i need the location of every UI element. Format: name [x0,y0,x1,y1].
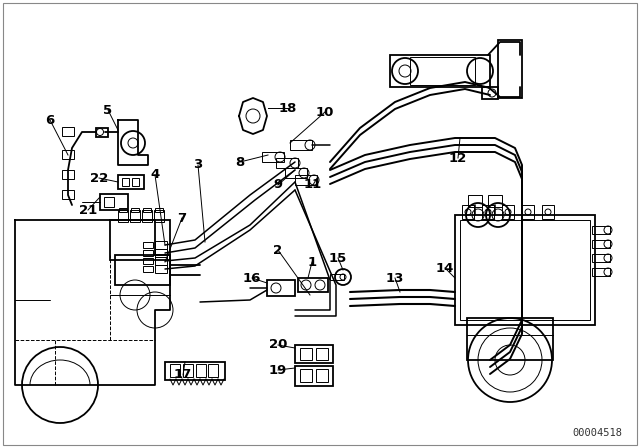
Text: 6: 6 [45,113,54,126]
Text: 13: 13 [386,271,404,284]
Bar [122,178,129,186]
Text: 22: 22 [90,172,108,185]
Bar [330,274,344,280]
Bar [143,250,153,256]
Bar [62,150,74,159]
Bar [316,348,328,360]
Text: 21: 21 [79,203,97,216]
Bar [300,348,312,360]
Bar [143,242,153,248]
Text: 1: 1 [307,255,317,268]
Text: 2: 2 [273,244,283,257]
Bar [390,55,490,87]
Bar [165,362,225,380]
Bar [592,226,610,234]
Bar [155,208,163,212]
Bar [183,364,193,377]
Bar [316,369,328,382]
Bar [142,210,152,222]
Bar [482,205,494,219]
Bar [498,40,522,98]
Bar [298,278,328,292]
Bar [143,266,153,272]
Bar [295,175,317,185]
Bar [467,318,553,360]
Bar [155,249,167,257]
Bar [155,265,167,273]
Bar [468,195,482,207]
Bar [542,205,554,219]
Text: 16: 16 [243,271,261,284]
Bar [482,87,498,99]
Bar [462,205,474,219]
Bar [267,280,295,296]
Text: 14: 14 [436,262,454,275]
Bar [118,210,128,222]
Text: 3: 3 [193,159,203,172]
Text: 5: 5 [104,103,113,116]
Bar [100,194,128,210]
Bar [455,215,595,325]
Bar [62,127,74,136]
Bar [295,366,333,386]
Bar [131,208,139,212]
Bar [119,208,127,212]
Bar [410,57,475,85]
Bar [104,197,114,207]
Text: 4: 4 [150,168,159,181]
Bar [502,205,514,219]
Bar [118,175,144,189]
Bar [155,257,167,265]
Bar [522,205,534,219]
Bar [155,241,167,249]
Bar [262,152,284,162]
Bar [208,364,218,377]
Bar [196,364,206,377]
Text: 9: 9 [273,178,283,191]
Bar [143,258,153,264]
Bar [290,140,312,150]
Bar [592,268,610,276]
Text: 18: 18 [279,102,297,115]
Bar [285,168,307,178]
Bar [154,210,164,222]
Text: 11: 11 [304,178,322,191]
Bar [592,254,610,262]
Bar [488,195,502,207]
Text: 15: 15 [329,251,347,264]
Text: 00004518: 00004518 [572,428,622,438]
Bar [62,170,74,179]
Text: 19: 19 [269,363,287,376]
Text: 20: 20 [269,339,287,352]
Text: 17: 17 [174,369,192,382]
Bar [300,369,312,382]
Bar [110,220,170,260]
Bar [276,158,298,168]
Text: 10: 10 [316,105,334,119]
Text: 12: 12 [449,151,467,164]
Bar [115,255,170,285]
Bar [143,208,151,212]
Bar [170,364,180,377]
Bar [132,178,139,186]
Bar [460,220,590,320]
Bar [62,190,74,199]
Bar [96,128,108,137]
Text: 8: 8 [236,155,244,168]
Bar [592,240,610,248]
Bar [130,210,140,222]
Bar [295,345,333,363]
Text: 7: 7 [177,211,187,224]
